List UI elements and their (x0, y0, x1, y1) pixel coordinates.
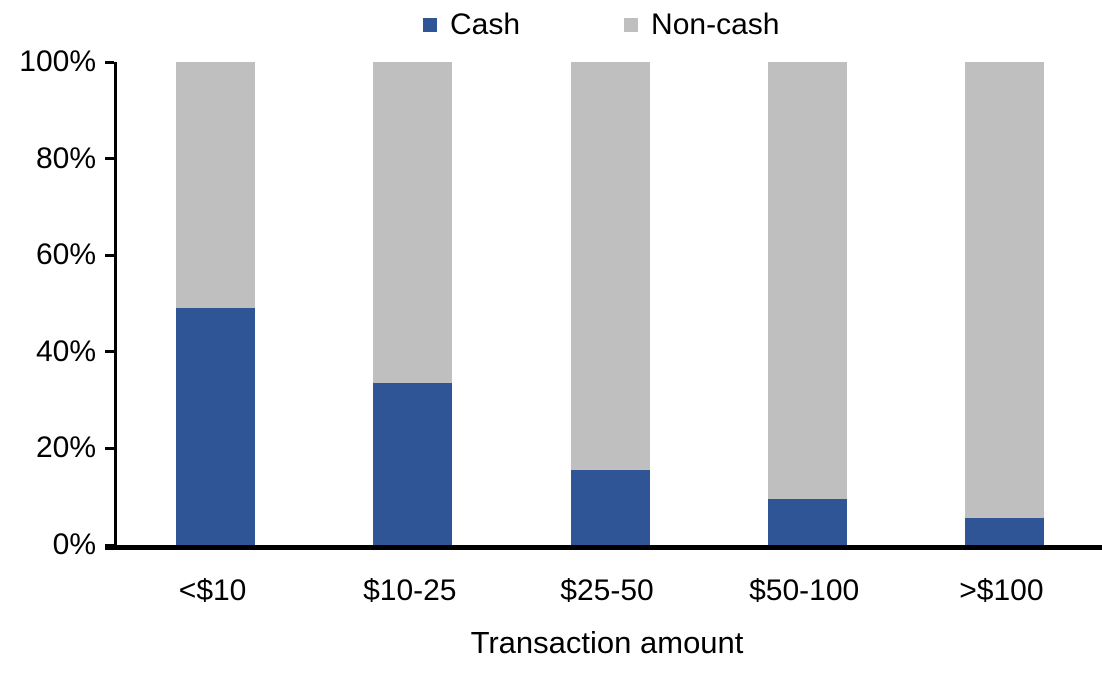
y-tick-label: 40% (35, 334, 96, 368)
bar-2 (570, 62, 650, 545)
y-tick-label: 20% (35, 431, 96, 465)
bar-1 (373, 62, 453, 545)
y-tick-mark (105, 543, 114, 547)
bar-segment-non-cash (176, 62, 256, 309)
x-tick-label: $10-25 (363, 574, 457, 607)
x-axis-line (105, 545, 1102, 550)
bar-segment-cash (767, 499, 847, 545)
x-tick-label: $25-50 (560, 574, 654, 607)
y-tick-label: 80% (35, 141, 96, 175)
legend-label-non-cash: Non-cash (651, 8, 780, 41)
y-tick-mark (105, 350, 114, 354)
y-tick-mark (105, 253, 114, 257)
y-tick-label: 100% (19, 45, 96, 78)
x-tick-label: <$10 (178, 574, 247, 607)
y-tick-mark (105, 446, 114, 450)
bar-segment-cash (570, 470, 650, 545)
cash-swatch-icon (423, 18, 437, 32)
legend-item-cash: Cash (423, 8, 520, 42)
bar-segment-non-cash (570, 62, 650, 471)
legend-item-non-cash: Non-cash (624, 8, 779, 42)
bar-4 (964, 62, 1044, 545)
y-tick-mark (105, 157, 114, 161)
x-tick-label: $50-100 (749, 574, 860, 607)
y-tick-label: 0% (52, 528, 96, 561)
bar-segment-non-cash (964, 62, 1044, 519)
bar-segment-cash (373, 383, 453, 545)
x-axis-title: Transaction amount (470, 625, 744, 660)
bar-segment-cash (964, 518, 1044, 545)
y-tick-mark (105, 60, 114, 64)
legend: Cash Non-cash (423, 8, 779, 42)
legend-label-cash: Cash (450, 8, 521, 41)
bar-0 (176, 62, 256, 545)
bar-3 (767, 62, 847, 545)
y-tick-label: 60% (35, 238, 96, 272)
bar-segment-non-cash (373, 62, 453, 384)
bar-segment-non-cash (767, 62, 847, 500)
plot-area (114, 62, 1102, 545)
bar-segment-cash (176, 308, 256, 545)
non-cash-swatch-icon (624, 18, 639, 32)
x-tick-label: >$100 (959, 574, 1044, 607)
